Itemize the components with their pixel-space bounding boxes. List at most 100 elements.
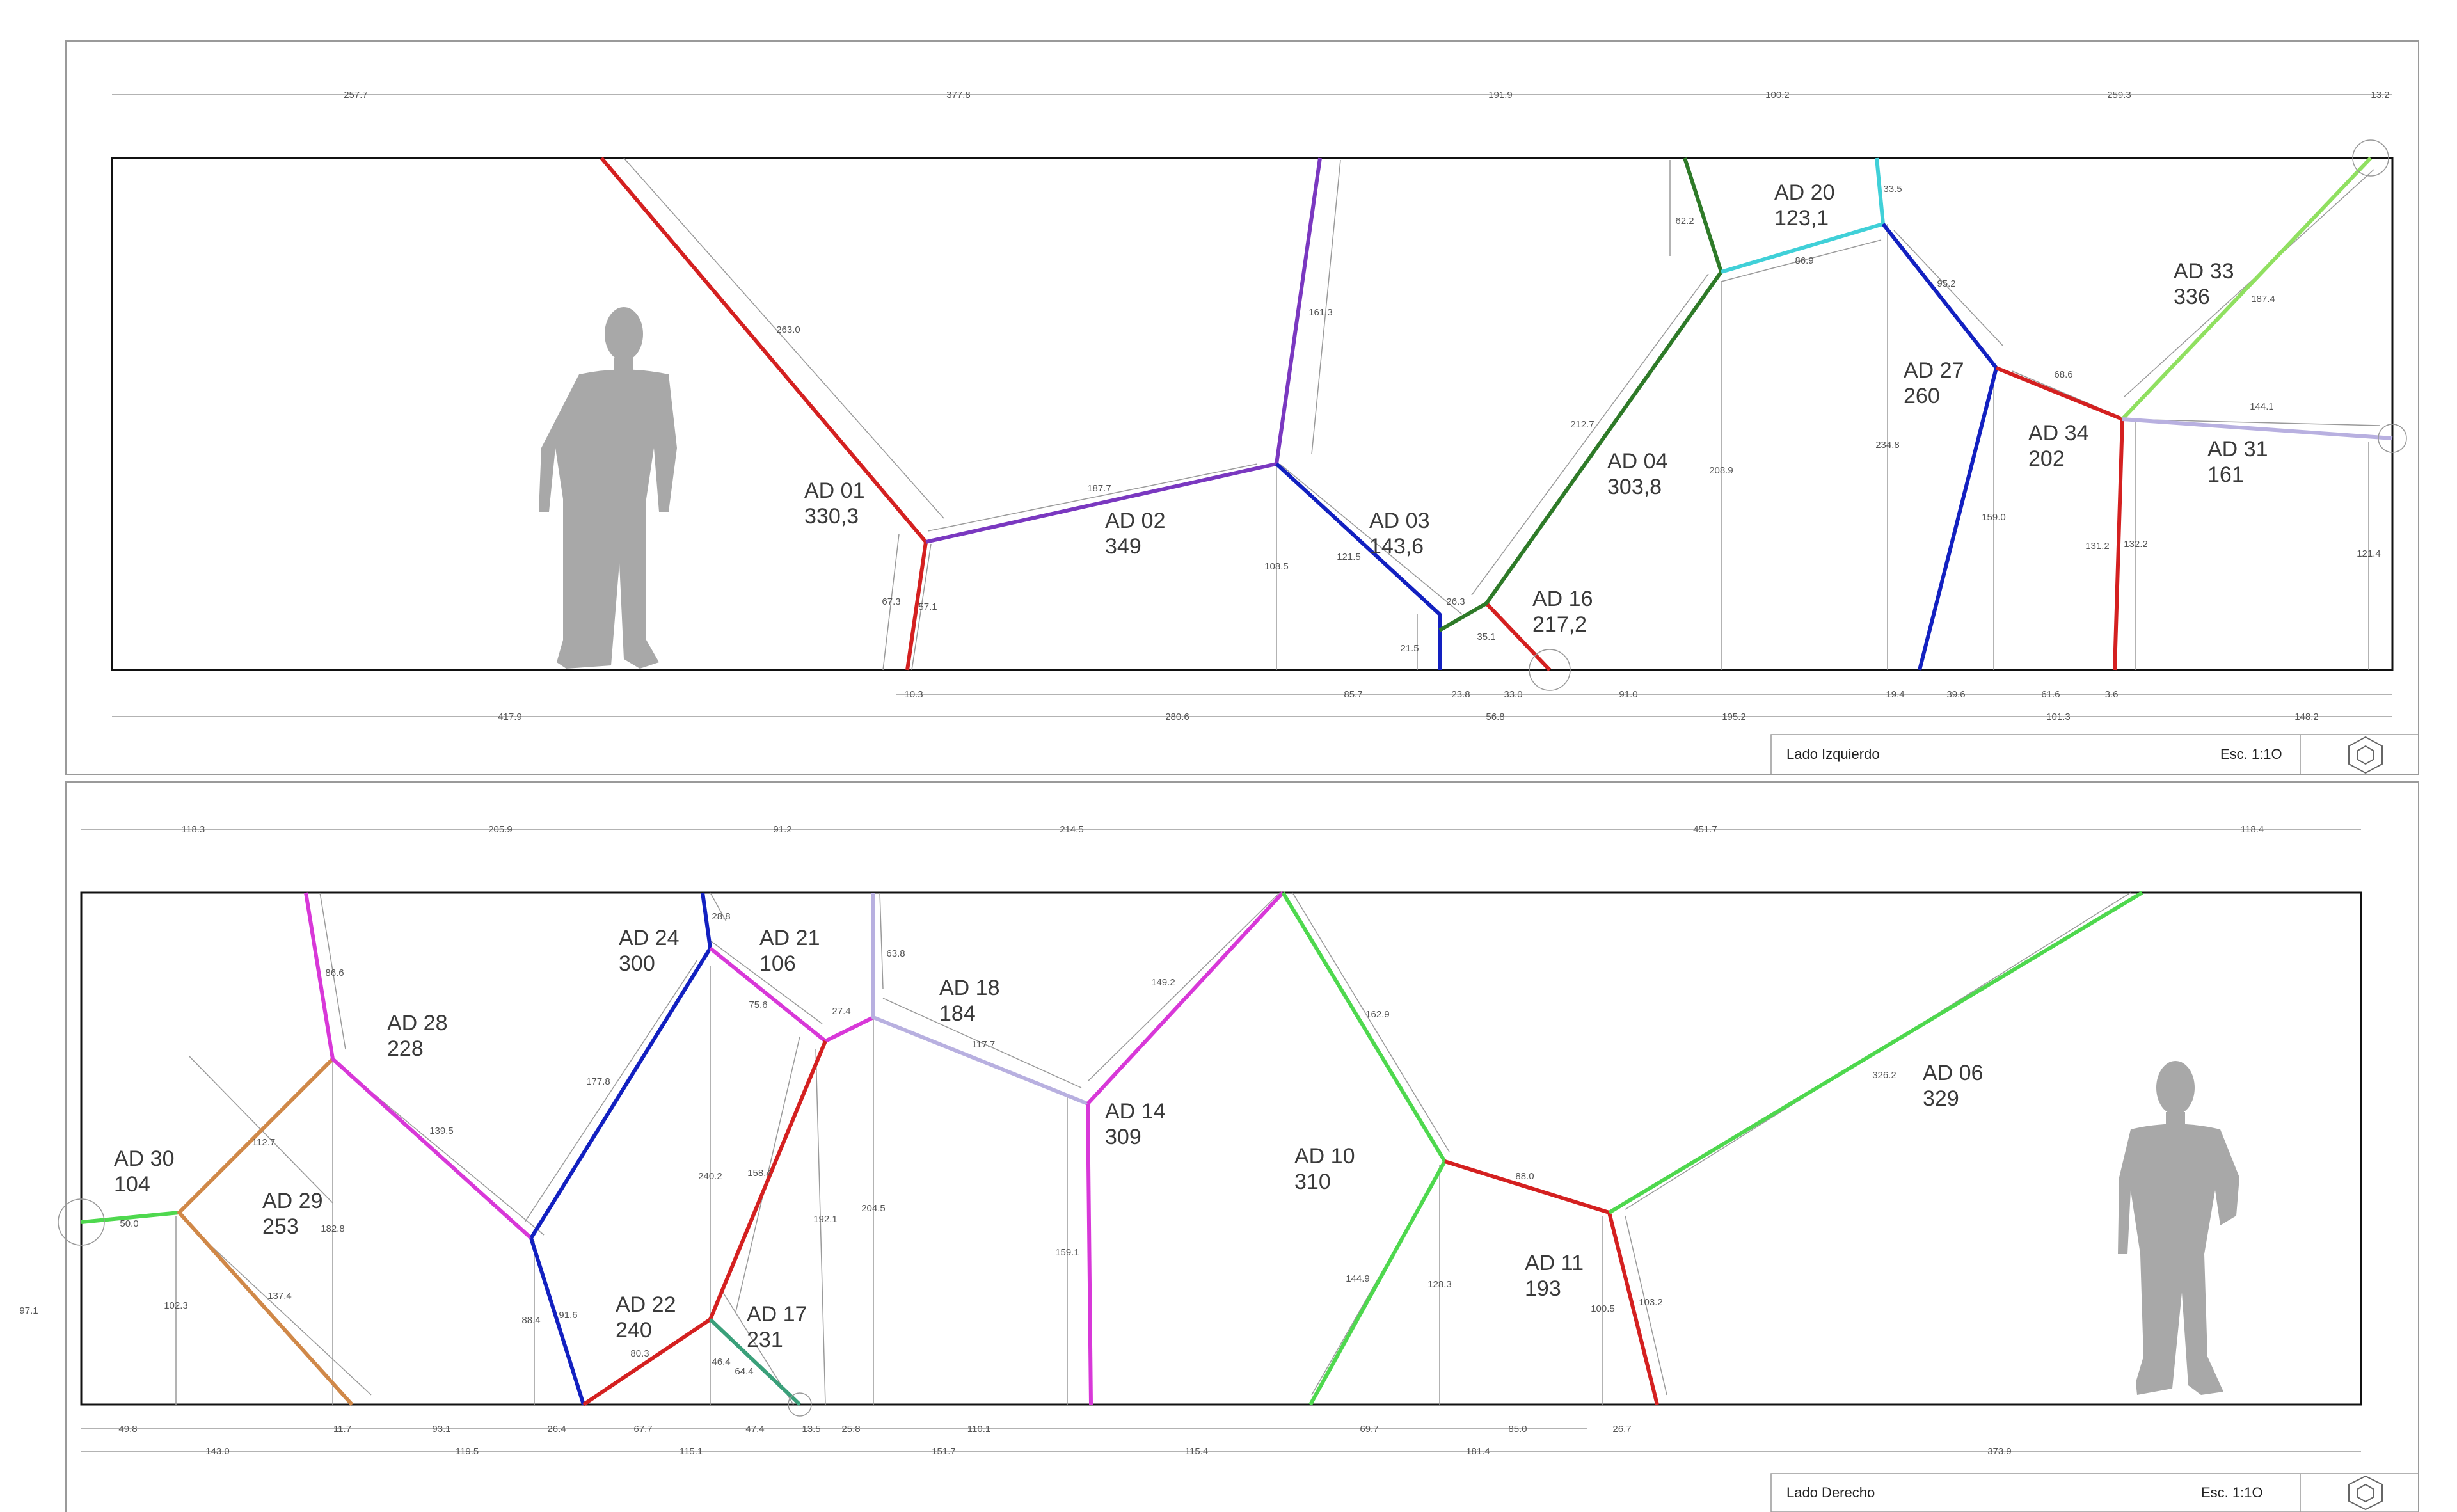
logo-icon [2348,736,2383,774]
cut-ad06 [1608,891,2143,1214]
dim-value: 149.2 [1151,977,1175,988]
dim-value: 115.1 [680,1446,703,1457]
dim-value: 143.0 [205,1446,230,1457]
dim-value: 280.6 [1165,712,1189,722]
dim-value: 139.5 [429,1126,454,1136]
wall-outline [111,157,2394,671]
piece-value: 193 [1525,1277,1561,1301]
dim-value: 57.1 [918,601,937,612]
dim-value: 182.8 [321,1223,345,1234]
dim-value: 80.3 [630,1348,649,1359]
piece-value: 143,6 [1369,534,1424,559]
dim-value: 97.1 [19,1305,38,1316]
dim-value: 144.1 [2250,401,2274,412]
piece-value: 253 [262,1214,299,1239]
dim-value: 257.7 [344,90,368,100]
piece-value: 329 [1923,1086,1959,1111]
dim-value: 240.2 [698,1171,722,1182]
dim-value: 91.2 [773,824,791,835]
piece-code: AD 20 [1774,180,1835,205]
dim-value: 177.8 [586,1076,610,1087]
dim-value: 115.4 [1185,1446,1208,1457]
dim-value: 100.2 [1765,90,1790,100]
cut-ad02 [925,157,1322,544]
dim-value: 181.4 [1466,1446,1490,1457]
piece-code: AD 30 [114,1147,175,1171]
piece-value: 123,1 [1774,206,1829,230]
cut-ad28 [304,892,533,1240]
dim-value: 187.7 [1087,483,1111,494]
cut-ad17 [708,1317,802,1406]
dim-value: 205.9 [488,824,513,835]
dim-value: 161.3 [1308,307,1333,318]
piece-value: 303,8 [1607,475,1662,499]
dim-value: 21.5 [1400,643,1419,654]
wall-outline [80,891,2362,1406]
dim-value: 259.3 [2107,90,2131,100]
reference-circles [58,1198,812,1417]
dim-value: 35.1 [1477,632,1495,642]
panel-left-side: AD 01 330,3 AD 02 349 AD 03 143,6 AD 16 … [65,40,2419,775]
dim-value: 102.3 [164,1300,188,1311]
piece-code: AD 02 [1105,509,1166,533]
reference-circles [1529,139,2407,691]
sheet-frame [65,781,2419,1512]
panel-right-side: AD 30 104 AD 29 253 AD 28 228 AD 24 300 … [19,781,2419,1512]
dim-value: 162.9 [1365,1009,1390,1020]
dim-value: 159.1 [1055,1247,1079,1258]
scale-label: Esc. 1:1O [2220,746,2282,762]
dim-value: 39.6 [1946,689,1965,700]
dim-value: 119.5 [456,1446,479,1457]
dim-value: 377.8 [946,90,971,100]
dim-value: 214.5 [1060,824,1084,835]
piece-value: 300 [619,951,655,976]
inner-dimensions: 263.0 187.7 161.3 108.5 121.5 26.3 21.5 … [776,184,2381,654]
dim-value: 110.1 [967,1424,990,1435]
dim-value: 100.5 [1591,1303,1615,1314]
piece-code: AD 34 [2028,421,2089,445]
dim-value: 28.8 [712,911,730,922]
bottom-dimensions-row1: 10.3 85.7 23.8 33.0 91.0 19.4 39.6 61.6 … [904,689,2118,700]
dim-value: 88.0 [1515,1171,1534,1182]
dim-value: 91.0 [1619,689,1637,700]
piece-code: AD 33 [2174,259,2234,283]
piece-code: AD 27 [1904,358,1964,383]
dim-value: 148.2 [2294,712,2319,722]
bottom-dimensions-row1: 49.8 11.7 93.1 26.4 67.7 47.4 13.5 25.8 … [118,1424,1631,1435]
cut-ad27 [1881,223,1998,671]
piece-value: 161 [2207,463,2244,487]
dim-value: 27.4 [832,1006,850,1017]
piece-labels: AD 30 104 AD 29 253 AD 28 228 AD 24 300 … [114,926,1984,1352]
piece-code: AD 16 [1532,587,1593,611]
piece-value: 240 [616,1318,652,1342]
piece-code: AD 18 [939,976,1000,1000]
dim-value: 26.3 [1446,596,1465,607]
dim-value: 91.6 [559,1310,577,1321]
dim-value: 118.3 [182,824,205,835]
piece-code: AD 04 [1607,449,1668,473]
cut-ad03 [1275,462,1442,670]
cut-ad14 [1086,891,1285,1106]
title-block: Lado Izquierdo Esc. 1:1O [1770,734,2419,775]
dim-value: 208.9 [1709,465,1733,476]
piece-code: AD 28 [387,1011,448,1035]
dim-value: 118.4 [2241,824,2264,835]
cut-ad24b [529,1237,585,1405]
bottom-dimensions-row2: 417.9 280.6 56.8 195.2 101.3 148.2 [498,712,2319,722]
piece-code: AD 24 [619,926,680,950]
dim-value: 112.7 [252,1137,275,1148]
cut-ad33 [2120,156,2373,421]
dim-value: 33.0 [1504,689,1522,700]
piece-value: 106 [759,951,796,976]
piece-value: 184 [939,1001,976,1026]
dim-value: 63.8 [886,948,905,959]
cut-ad29 [177,1057,354,1406]
inner-dimensions: 86.6 28.8 63.8 75.6 27.4 117.7 149.2 162… [120,911,1896,1377]
dim-value: 108.5 [1264,561,1289,572]
human-figure [539,307,677,669]
dim-value: 46.4 [712,1357,730,1367]
cut-lines [81,891,2143,1406]
cut-ad04 [1438,157,1723,632]
cut-ad31 [2122,417,2393,440]
dim-value: 128.3 [1427,1279,1452,1290]
